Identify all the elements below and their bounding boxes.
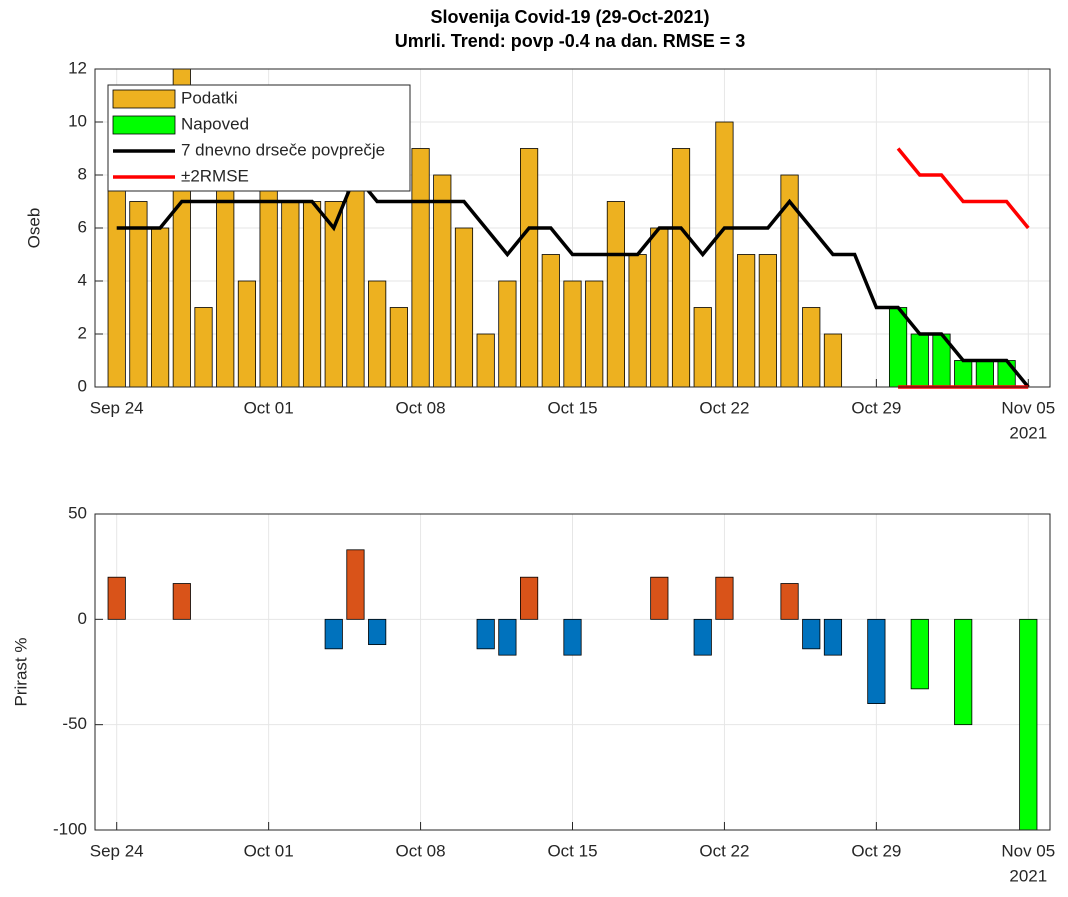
- bar: [389, 307, 408, 388]
- x-tick-label: Oct 22: [699, 398, 749, 417]
- x-year-label: 2021: [1009, 866, 1047, 885]
- x-tick-label: Oct 15: [547, 841, 597, 860]
- bar: [302, 201, 322, 388]
- x-tick-label: Oct 22: [699, 841, 749, 860]
- bar: [324, 618, 343, 650]
- chart-title: Slovenija Covid-19 (29-Oct-2021): [430, 7, 709, 27]
- bar: [823, 333, 843, 388]
- bar: [715, 121, 734, 388]
- bar: [650, 576, 669, 620]
- legend-label: Podatki: [181, 88, 238, 107]
- y-axis-label: Oseb: [24, 208, 43, 249]
- bar: [541, 254, 560, 388]
- bar: [715, 576, 734, 620]
- x-tick-label: Sep 24: [90, 398, 144, 417]
- bar: [411, 148, 430, 388]
- y-tick-label: 2: [78, 323, 87, 342]
- bar: [650, 227, 669, 388]
- bar: [520, 576, 539, 620]
- bar: [107, 174, 126, 388]
- x-tick-label: Oct 29: [851, 841, 901, 860]
- y-tick-label: -50: [62, 714, 87, 733]
- bar: [867, 618, 886, 704]
- bar: [693, 618, 712, 656]
- y-tick-label: 0: [78, 609, 87, 628]
- bar: [910, 333, 929, 388]
- bar: [997, 360, 1016, 388]
- bar: [281, 201, 300, 388]
- bar: [693, 307, 712, 388]
- bar: [476, 333, 495, 388]
- bar: [237, 280, 257, 388]
- x-tick-label: Sep 24: [90, 841, 144, 860]
- bar: [888, 307, 908, 388]
- bar: [216, 174, 235, 388]
- y-tick-label: 4: [78, 270, 87, 289]
- band-line: [896, 147, 1030, 230]
- bar: [476, 618, 495, 650]
- bar: [1019, 618, 1038, 831]
- legend: Podatki Napoved 7 dnevno drseče povprečje ±…: [107, 84, 411, 192]
- bar: [563, 618, 582, 656]
- legend-label: 7 dnevno drseče povprečje: [181, 140, 385, 159]
- bar: [780, 583, 799, 620]
- x-tick-label: Nov 05: [1001, 398, 1055, 417]
- line: [116, 171, 1030, 389]
- bar: [346, 549, 365, 620]
- x-tick-label: Oct 08: [396, 841, 446, 860]
- bar: [954, 618, 973, 726]
- y-axis-label: Prirast %: [11, 638, 30, 707]
- bar: [802, 618, 821, 650]
- bar: [433, 174, 452, 388]
- bar: [737, 254, 756, 388]
- bar: [823, 618, 843, 656]
- legend-label: ±2RMSE: [181, 166, 249, 185]
- x-tick-label: Oct 29: [851, 398, 901, 417]
- bar: [802, 307, 821, 388]
- bar: [520, 148, 539, 388]
- y-tick-label: 6: [78, 217, 87, 236]
- x-tick-label: Nov 05: [1001, 841, 1055, 860]
- legend-swatch: [112, 115, 176, 135]
- y-tick-label: 10: [68, 111, 87, 130]
- bar: [346, 174, 365, 388]
- x-tick-label: Oct 01: [244, 841, 294, 860]
- bar: [671, 148, 691, 388]
- bar: [151, 227, 170, 388]
- bar: [628, 254, 647, 388]
- bar: [368, 618, 387, 646]
- x-tick-label: Oct 08: [396, 398, 446, 417]
- y-tick-label: 0: [78, 376, 87, 395]
- x-tick-label: Oct 01: [244, 398, 294, 417]
- plot-frame: [94, 513, 1051, 831]
- bar: [107, 576, 126, 620]
- bar: [172, 583, 191, 620]
- bar: [498, 280, 517, 388]
- bar: [758, 254, 777, 388]
- legend-swatch: [112, 89, 176, 109]
- bar: [194, 307, 213, 388]
- bar: [954, 360, 973, 388]
- y-tick-label: 50: [68, 503, 87, 522]
- bar: [498, 618, 517, 656]
- bar: [454, 227, 474, 388]
- bar: [606, 201, 625, 388]
- bar: [563, 280, 582, 388]
- bar: [259, 174, 278, 388]
- y-tick-label: -100: [53, 819, 87, 838]
- legend-label: Napoved: [181, 114, 249, 133]
- bar: [910, 618, 929, 690]
- chart-subtitle: Umrli. Trend: povp -0.4 na dan. RMSE = 3: [395, 31, 746, 51]
- bar: [585, 280, 604, 388]
- y-tick-label: 12: [68, 58, 87, 77]
- y-tick-label: 8: [78, 164, 87, 183]
- bar: [368, 280, 387, 388]
- x-tick-label: Oct 15: [547, 398, 597, 417]
- bar: [975, 360, 994, 388]
- x-year-label: 2021: [1009, 423, 1047, 442]
- plot-frame: [94, 68, 1051, 388]
